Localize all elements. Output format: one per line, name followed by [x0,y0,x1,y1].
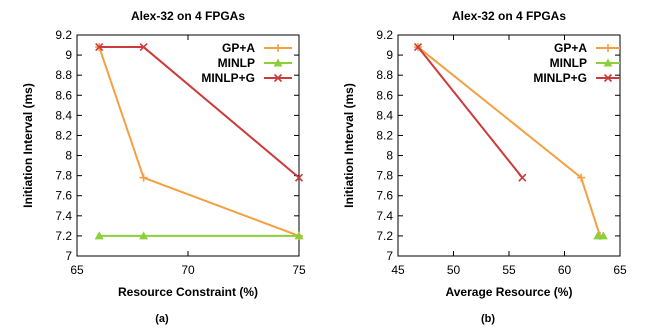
data-point [294,231,304,240]
series-minlp-g [95,42,304,182]
y-axis-label: Initiation Interval (ms) [21,83,35,208]
data-point [139,231,149,240]
legend-label: GP+A [222,41,255,55]
y-tick-label: 7.2 [376,229,393,243]
x-tick-label: 60 [558,263,572,277]
y-tick-label: 9.2 [376,28,393,42]
y-axis-label: Initiation Interval (ms) [342,83,356,208]
y-tick-label: 7.4 [376,209,393,223]
y-tick-label: 7 [65,249,72,263]
y-tick-label: 8.8 [376,68,393,82]
y-tick-label: 7.8 [55,169,72,183]
legend-marker [273,58,283,67]
x-tick-label: 65 [613,263,627,277]
legend-marker [604,44,612,52]
y-tick-label: 7.2 [55,229,72,243]
y-tick-label: 8 [65,149,72,163]
legend-marker [603,58,613,67]
y-tick-label: 9 [65,48,72,62]
series-minlp [94,231,304,240]
legend-label: GP+A [554,41,587,55]
legend-label: MINLP [218,56,255,70]
y-tick-label: 8.4 [55,108,72,122]
y-tick-label: 9 [386,48,393,62]
data-point [518,173,527,182]
data-point [139,173,148,182]
chart-title: Alex-32 on 4 FPGAs [131,9,245,23]
series-line [99,46,300,179]
x-tick-label: 45 [391,263,405,277]
chart-2: Alex-32 on 4 FPGAs 7 7.2 7.4 7.6 7.8 8 8.2 8.4 8.… [342,9,627,325]
y-tick-label: 8 [386,149,393,163]
data-point [94,231,104,240]
legend-label: MINLP+G [201,71,255,85]
x-tick-label: 50 [447,263,461,277]
x-tick-label: 75 [292,263,306,277]
y-tick-label: 8.2 [55,128,72,142]
data-point [95,42,104,52]
legend-label: MINLP [550,56,587,70]
chart-1: Alex-32 on 4 FPGAs 7 7.2 7.4 7.6 7.8 8 8.2 8.4 8.… [21,9,306,325]
chart-title: Alex-32 on 4 FPGAs [452,9,566,23]
y-tick-label: 7.8 [376,169,393,183]
series-minlp [593,231,608,240]
subfigure-caption: (b) [481,313,495,325]
legend-marker [603,73,613,83]
x-tick-label: 70 [181,263,195,277]
y-tick-label: 8.8 [55,68,72,82]
y-tick-label: 7 [386,249,393,263]
legend-marker [274,44,282,52]
y-tick-label: 8.2 [376,128,393,142]
y-tick-label: 7.4 [55,209,72,223]
data-point [139,42,148,52]
subfigure-caption: (a) [155,313,169,325]
y-tick-label: 9.2 [55,28,72,42]
legend-marker [273,73,283,83]
series-gp-a [95,43,303,240]
x-axis-label: Resource Constraint (%) [118,285,258,299]
legend-label: MINLP+G [533,71,587,85]
x-axis-label: Average Resource (%) [446,285,573,299]
data-point [294,173,304,182]
y-tick-label: 8.6 [376,88,393,102]
y-tick-label: 7.6 [376,189,393,203]
data-point [577,173,586,182]
y-tick-label: 8.4 [376,108,393,122]
x-tick-label: 65 [70,263,84,277]
series-line [417,46,524,179]
y-tick-label: 8.6 [55,88,72,102]
x-tick-label: 55 [502,263,516,277]
data-point [598,231,608,240]
series-minlp-g [413,42,527,182]
y-tick-label: 7.6 [55,189,72,203]
data-point [413,42,423,52]
series-line [98,46,300,237]
